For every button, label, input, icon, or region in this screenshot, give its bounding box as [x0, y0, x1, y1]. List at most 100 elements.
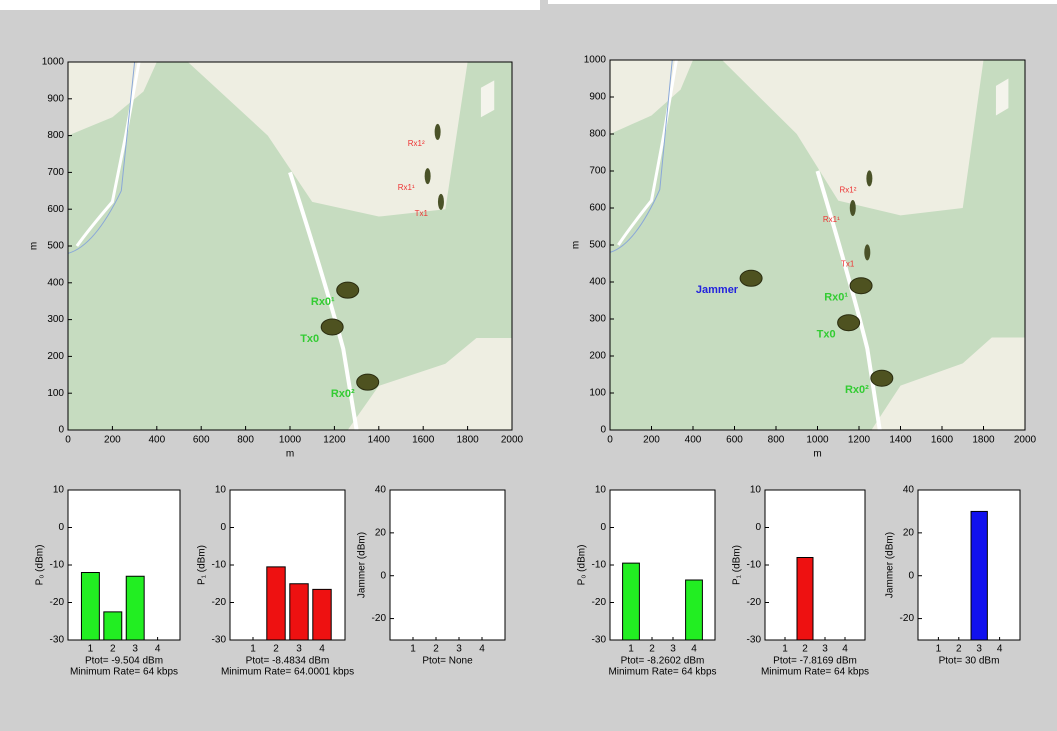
x-tick-label: 1200 [848, 435, 871, 446]
x-axis-label: Ptot= -8.2602 dBm [621, 656, 705, 667]
y-tick-label: -10 [50, 560, 65, 571]
x-axis-label: Ptot= 30 dBm [939, 656, 1000, 667]
x-tick-label: 1 [88, 644, 94, 655]
y-tick-label: 10 [595, 485, 607, 496]
y-tick-label: 800 [47, 130, 64, 141]
x-tick-label: 0 [607, 435, 613, 446]
node-label: Rx1¹ [823, 215, 840, 224]
soldier-icon [866, 170, 872, 186]
x-tick-label: 1000 [806, 435, 829, 446]
x-tick-label: 2 [110, 644, 116, 655]
y-axis-label: m [29, 242, 40, 250]
x-tick-label: 4 [155, 644, 161, 655]
bar [267, 567, 285, 640]
soldier-icon [850, 200, 856, 216]
bar [313, 589, 331, 640]
x-tick-label: 4 [479, 644, 485, 655]
y-tick-label: 0 [380, 570, 386, 581]
bar [686, 580, 703, 640]
x-tick-label: 2 [273, 644, 279, 655]
x-tick-label: 2 [956, 644, 962, 655]
x-tick-label: 400 [148, 435, 165, 446]
y-tick-label: 800 [589, 129, 606, 140]
y-tick-label: 200 [589, 351, 606, 362]
y-axis-label: Jammer (dBm) [357, 532, 368, 598]
x-tick-label: 1200 [323, 435, 346, 446]
y-tick-label: -20 [212, 597, 227, 608]
x-tick-label: 2000 [1014, 435, 1037, 446]
y-tick-label: 10 [750, 485, 762, 496]
x-tick-label: 4 [691, 644, 697, 655]
tank-icon [357, 374, 379, 390]
y-tick-label: 10 [215, 485, 227, 496]
x-tick-label: 4 [319, 644, 325, 655]
y-tick-label: 700 [589, 166, 606, 177]
y-tick-label: -30 [592, 635, 607, 646]
x-axis-label: Ptot= -7.8169 dBm [773, 656, 857, 667]
y-tick-label: -10 [212, 560, 227, 571]
y-tick-label: 0 [600, 425, 606, 436]
x-tick-label: 4 [997, 644, 1003, 655]
y-tick-label: -10 [747, 560, 762, 571]
node-label: Tx1 [415, 209, 429, 218]
x-tick-label: 1800 [456, 435, 479, 446]
x-tick-label: 1 [410, 644, 416, 655]
y-tick-label: -10 [592, 560, 607, 571]
y-tick-label: 20 [903, 527, 915, 538]
x-tick-label: 1 [250, 644, 256, 655]
x-tick-label: 3 [456, 644, 462, 655]
node-label: Rx1² [408, 139, 425, 148]
bar [797, 558, 813, 641]
x-tick-label: 2000 [501, 435, 524, 446]
y-tick-label: 0 [600, 522, 606, 533]
x-axis-label: m [286, 449, 294, 460]
x-tick-label: 1 [628, 644, 634, 655]
y-tick-label: 900 [47, 93, 64, 104]
x-tick-label: 4 [842, 644, 848, 655]
x-tick-label: 600 [726, 435, 743, 446]
y-tick-label: 100 [47, 388, 64, 399]
x-tick-label: 1400 [368, 435, 391, 446]
x-tick-label: 200 [104, 435, 121, 446]
figure: 0100200300400500600700800900100002004006… [0, 0, 1057, 731]
x-tick-label: 2 [802, 644, 808, 655]
y-tick-label: 40 [375, 485, 387, 496]
x-tick-label: 3 [670, 644, 676, 655]
y-tick-label: 1000 [584, 55, 607, 66]
y-tick-label: -20 [50, 597, 65, 608]
x-tick-label: 1 [782, 644, 788, 655]
x-tick-label: 600 [193, 435, 210, 446]
y-tick-label: -20 [747, 597, 762, 608]
node-label: Rx0² [845, 384, 869, 396]
soldier-icon [435, 124, 441, 140]
y-tick-label: 0 [908, 570, 914, 581]
y-tick-label: 300 [47, 314, 64, 325]
soldier-icon [864, 244, 870, 260]
y-tick-label: 40 [903, 485, 915, 496]
y-axis-label: m [571, 241, 582, 249]
x-axis-label: Minimum Rate= 64 kbps [608, 667, 716, 678]
y-tick-label: 500 [47, 241, 64, 252]
x-tick-label: 1000 [279, 435, 302, 446]
x-axis-label: Minimum Rate= 64 kbps [761, 667, 869, 678]
tank-icon [850, 278, 872, 294]
y-tick-label: 500 [589, 240, 606, 251]
tank-icon [337, 282, 359, 298]
x-tick-label: 1800 [972, 435, 995, 446]
bar [81, 573, 99, 641]
y-tick-label: 600 [589, 203, 606, 214]
bar [971, 511, 987, 640]
top-strip [548, 0, 1057, 4]
bar [126, 576, 144, 640]
x-tick-label: 1600 [412, 435, 435, 446]
x-tick-label: 0 [65, 435, 71, 446]
soldier-icon [425, 168, 431, 184]
y-tick-label: 200 [47, 351, 64, 362]
y-axis-label: P₀ (dBm) [35, 545, 46, 586]
tank-icon [838, 315, 860, 331]
y-tick-label: 0 [58, 522, 64, 533]
y-axis-label: P₁ (dBm) [197, 545, 208, 585]
x-tick-label: 2 [649, 644, 655, 655]
top-strip [0, 0, 540, 10]
y-axis-label: Jammer (dBm) [885, 532, 896, 598]
